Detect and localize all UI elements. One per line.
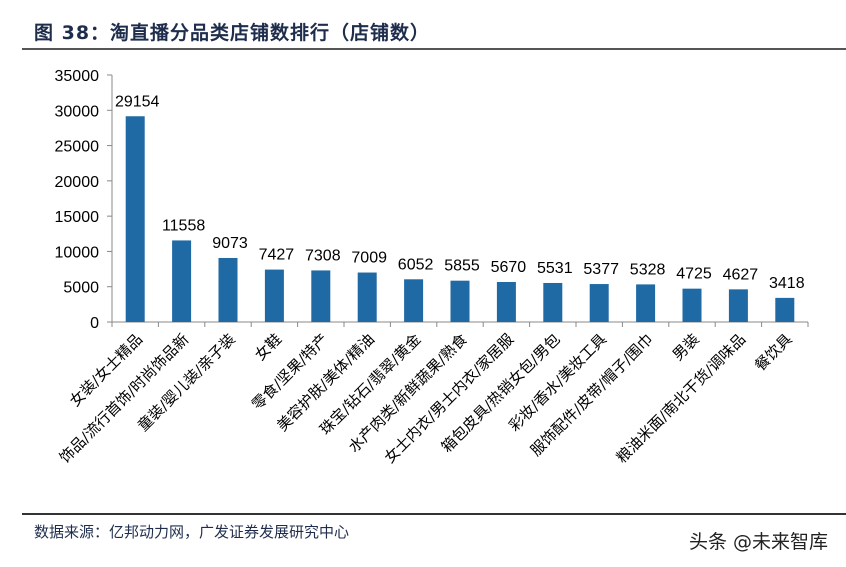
bar (589, 284, 609, 322)
data-label: 4725 (676, 266, 712, 283)
bar (404, 279, 424, 322)
y-tick-label: 30000 (55, 103, 100, 120)
data-label: 7427 (259, 247, 295, 264)
category-label: 女鞋 (251, 330, 285, 364)
data-label: 5328 (630, 261, 666, 278)
bar (682, 288, 702, 322)
bar (218, 257, 238, 322)
y-tick-label: 15000 (55, 209, 100, 226)
bar (264, 269, 284, 322)
data-label: 9073 (212, 235, 248, 252)
bar (496, 281, 516, 322)
bar (357, 272, 377, 322)
bar (728, 289, 748, 322)
bar (311, 270, 331, 322)
category-label: 男装 (669, 330, 703, 364)
data-label: 7308 (305, 247, 341, 264)
y-tick-label: 10000 (55, 244, 100, 261)
data-label: 4627 (723, 266, 759, 283)
data-label: 5670 (491, 259, 527, 276)
y-tick-label: 0 (90, 315, 99, 332)
title-divider (22, 48, 846, 50)
data-label: 5531 (537, 260, 573, 277)
data-label: 7009 (351, 250, 387, 267)
bar (543, 282, 563, 322)
y-tick-label: 5000 (63, 280, 99, 297)
data-label: 11558 (162, 217, 205, 234)
bar (636, 284, 656, 322)
data-label: 5855 (444, 258, 480, 275)
y-tick-label: 25000 (55, 139, 100, 156)
source-divider (22, 513, 846, 515)
figure-title: 图 38：淘直播分品类店铺数排行（店铺数） (34, 22, 431, 44)
source-note: 数据来源：亿邦动力网，广发证券发展研究中心 (34, 523, 350, 541)
data-label: 29154 (115, 93, 160, 110)
y-tick-label: 20000 (55, 174, 100, 191)
data-label: 5377 (583, 261, 619, 278)
data-label: 6052 (398, 256, 434, 273)
category-label: 餐饮具 (751, 330, 796, 375)
bar (125, 116, 145, 322)
bar (172, 240, 192, 322)
bar (450, 280, 470, 322)
bar (775, 297, 795, 322)
data-label: 3418 (769, 275, 805, 292)
y-tick-label: 35000 (55, 68, 100, 85)
watermark: 头条 @未来智库 (688, 531, 828, 553)
